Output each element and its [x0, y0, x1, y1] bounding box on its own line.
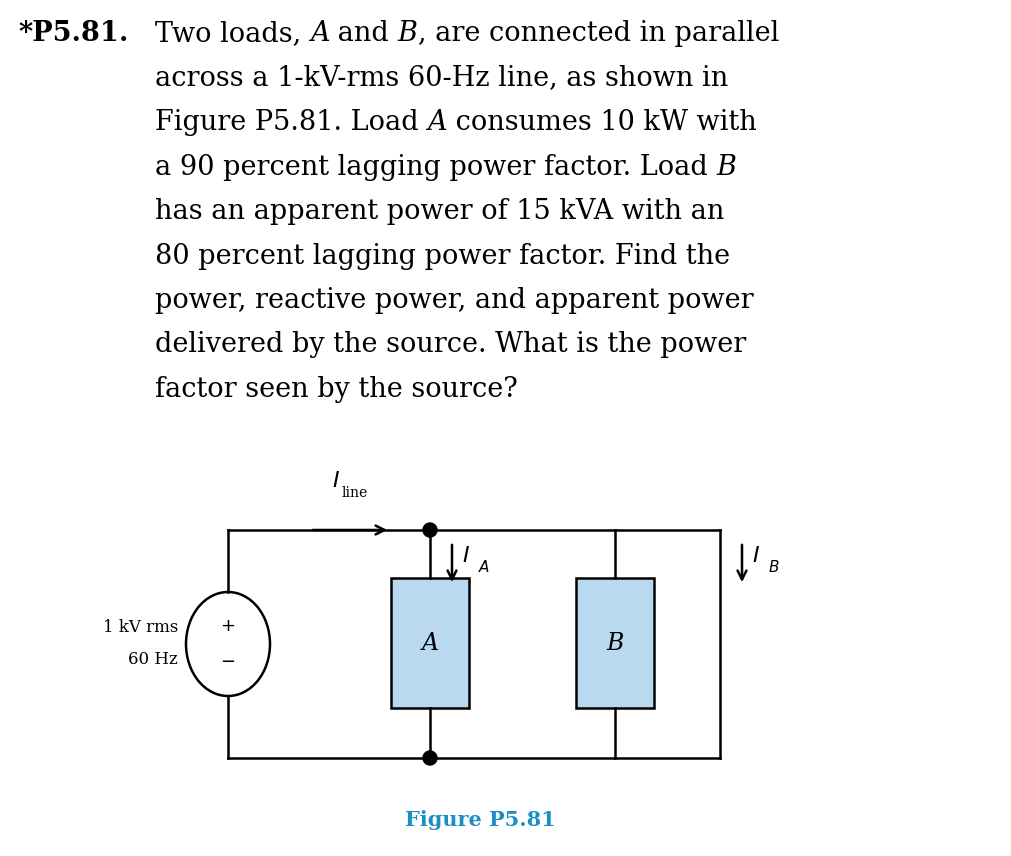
- Text: 1 kV rms: 1 kV rms: [103, 620, 178, 637]
- Text: delivered by the source. What is the power: delivered by the source. What is the pow…: [155, 331, 746, 359]
- Text: 80 percent lagging power factor. Find the: 80 percent lagging power factor. Find th…: [155, 242, 730, 270]
- Text: Two loads,: Two loads,: [155, 20, 309, 47]
- Text: $B$: $B$: [768, 560, 779, 575]
- Text: a 90 percent lagging power factor. Load: a 90 percent lagging power factor. Load: [155, 153, 717, 181]
- Text: A: A: [428, 109, 447, 136]
- Text: consumes 10 kW with: consumes 10 kW with: [447, 109, 756, 136]
- Text: and: and: [330, 20, 397, 47]
- Circle shape: [423, 751, 437, 765]
- Text: −: −: [220, 653, 236, 671]
- Text: Figure P5.81: Figure P5.81: [404, 810, 555, 830]
- Text: factor seen by the source?: factor seen by the source?: [155, 376, 518, 403]
- Text: $\mathit{I}$: $\mathit{I}$: [462, 544, 470, 567]
- Text: +: +: [220, 617, 236, 635]
- Text: A: A: [422, 632, 439, 655]
- Text: A: A: [309, 20, 330, 47]
- Text: B: B: [717, 153, 736, 181]
- Text: , are connected in parallel: , are connected in parallel: [418, 20, 778, 47]
- Bar: [391, 578, 469, 708]
- Text: line: line: [342, 486, 368, 500]
- Text: power, reactive power, and apparent power: power, reactive power, and apparent powe…: [155, 287, 753, 314]
- Text: Figure P5.81. Load: Figure P5.81. Load: [155, 109, 428, 136]
- Circle shape: [423, 523, 437, 537]
- Text: B: B: [397, 20, 418, 47]
- Text: across a 1-kV-rms 60-Hz line, as shown in: across a 1-kV-rms 60-Hz line, as shown i…: [155, 64, 728, 92]
- Text: B: B: [607, 632, 624, 655]
- Text: $A$: $A$: [478, 560, 490, 575]
- Text: has an apparent power of 15 kVA with an: has an apparent power of 15 kVA with an: [155, 198, 724, 225]
- Text: $\mathit{I}$: $\mathit{I}$: [332, 470, 340, 492]
- Text: 60 Hz: 60 Hz: [128, 651, 178, 669]
- Text: $\mathit{I}$: $\mathit{I}$: [752, 544, 760, 567]
- Bar: [576, 578, 654, 708]
- Text: *P5.81.: *P5.81.: [18, 20, 128, 47]
